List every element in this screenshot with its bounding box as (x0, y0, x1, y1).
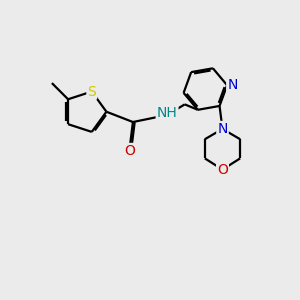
Text: O: O (217, 163, 228, 177)
Text: N: N (227, 78, 238, 92)
Text: N: N (217, 122, 228, 136)
Text: S: S (87, 85, 96, 99)
Text: NH: NH (157, 106, 178, 120)
Text: O: O (124, 144, 135, 158)
